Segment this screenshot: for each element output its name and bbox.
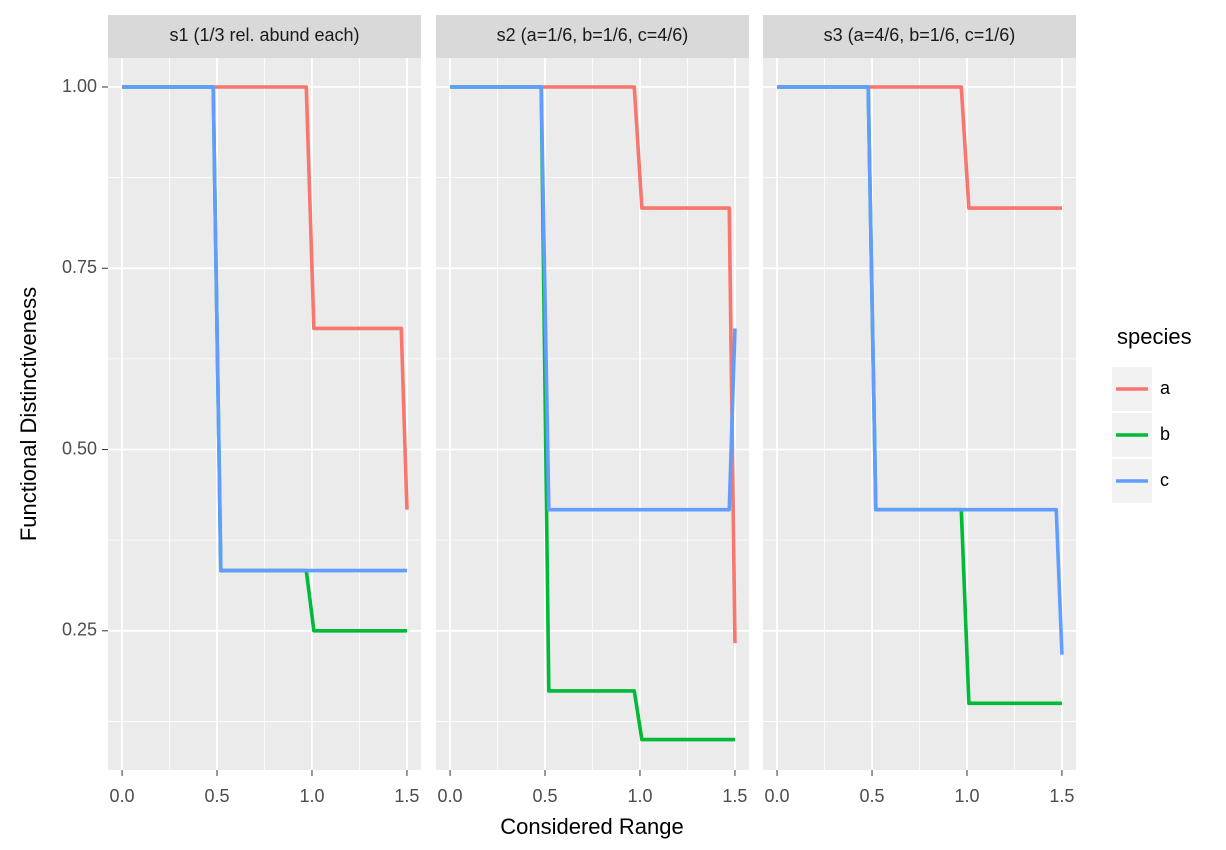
x-tick-label: 1.5 [1049,786,1074,806]
y-tick-label: 0.25 [62,620,97,640]
strip-title: s2 (a=1/6, b=1/6, c=4/6) [497,25,689,45]
y-axis-title: Functional Distinctiveness [16,287,41,541]
line-series [777,85,1064,655]
x-tick-label: 0.0 [438,786,463,806]
x-tick-label: 1.5 [722,786,747,806]
y-tick-label: 1.00 [62,76,97,96]
x-tick-label: 1.5 [394,786,419,806]
legend-title: species [1117,324,1192,349]
x-tick-label: 1.0 [627,786,652,806]
x-tick-label: 0.5 [533,786,558,806]
y-tick-label: 0.75 [62,257,97,277]
strip-background [763,15,1076,58]
x-axis-title: Considered Range [500,814,683,839]
x-tick-label: 1.0 [954,786,979,806]
x-tick-label: 0.0 [110,786,135,806]
y-tick-label: 0.50 [62,438,97,458]
strip-background [108,15,421,58]
line-series [450,85,737,512]
line-series [122,85,407,573]
legend-label: a [1160,378,1171,398]
legend-label: b [1160,424,1170,444]
x-tick-label: 1.0 [299,786,324,806]
x-tick-label: 0.0 [765,786,790,806]
strip-title: s3 (a=4/6, b=1/6, c=1/6) [824,25,1016,45]
legend-label: c [1160,470,1169,490]
x-tick-label: 0.5 [205,786,230,806]
x-tick-label: 0.5 [860,786,885,806]
strip-background [436,15,749,58]
strip-title: s1 (1/3 rel. abund each) [169,25,359,45]
